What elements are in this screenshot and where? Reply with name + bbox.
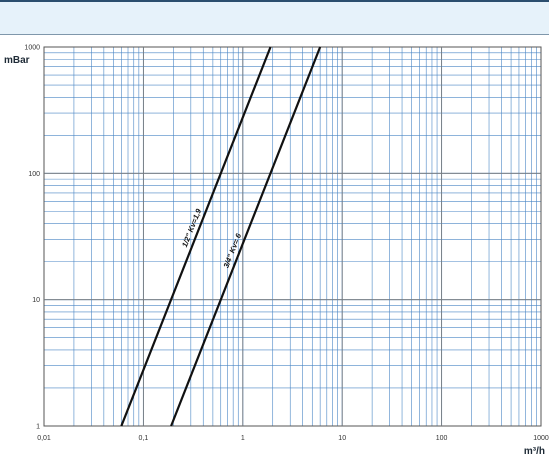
y-tick-label: 10 [32,297,40,304]
x-tick-label: 0,01 [37,435,51,442]
grid [43,47,541,427]
y-axis-label: mBar [4,55,30,66]
tick-labels: 0,01 0,1 1 10 100 1000 1 10 100 1000 [24,45,548,443]
y-tick-label: 100 [28,171,40,178]
series-line [170,46,322,427]
header-band [0,0,549,35]
x-tick-label: 100 [436,435,448,442]
x-tick-label: 0,1 [139,435,149,442]
x-tick-label: 1000 [533,435,549,442]
x-axis-label: m³/h [524,446,545,457]
plot-frame [43,46,542,427]
y-tick-label: 1 [36,424,40,431]
y-tick-label: 1000 [24,45,40,52]
x-tick-label: 1 [241,435,245,442]
plot-border [43,46,542,427]
x-tick-label: 10 [338,435,346,442]
series-line [120,46,272,427]
